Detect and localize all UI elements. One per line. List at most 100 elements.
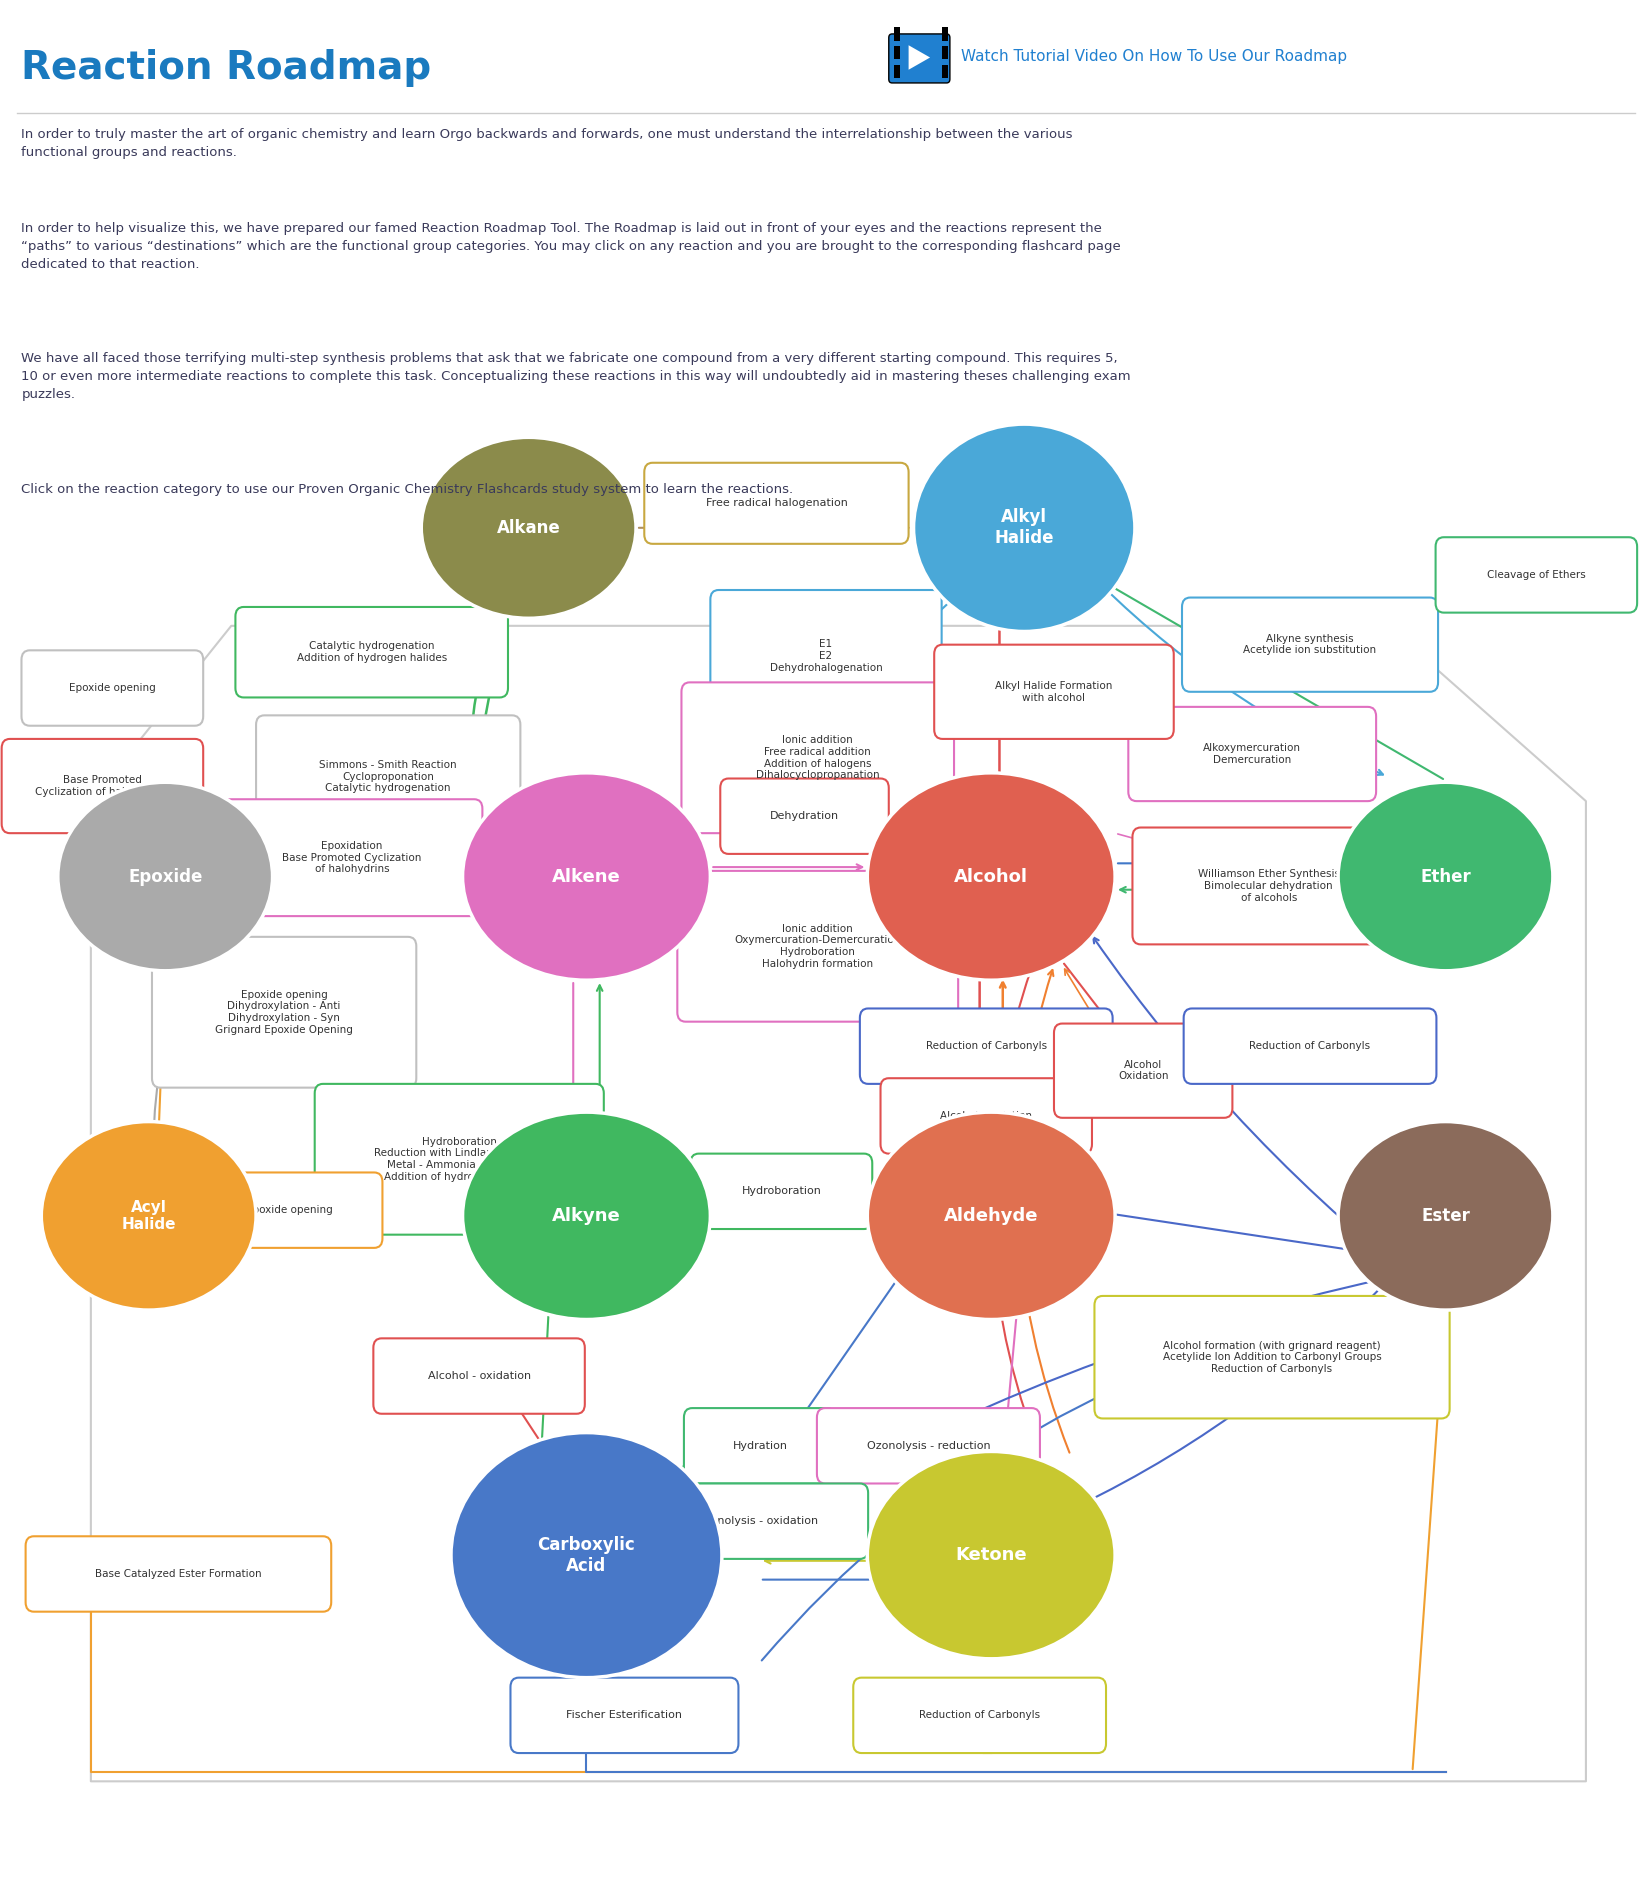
Text: Ionic addition
Oxymercuration-Demercuration
Hydroboration
Halohydrin formation: Ionic addition Oxymercuration-Demercurat… [735,924,900,969]
Text: E1
E2
Dehydrohalogenation: E1 E2 Dehydrohalogenation [770,639,882,673]
FancyBboxPatch shape [152,937,416,1088]
FancyBboxPatch shape [2,739,203,833]
Text: Alcohol formation (with grignard reagent)
Acetylide Ion Addition to Carbonyl Gro: Alcohol formation (with grignard reagent… [1163,1340,1381,1374]
Text: Alcohol
Oxidation: Alcohol Oxidation [1118,1059,1168,1082]
FancyBboxPatch shape [26,1536,330,1612]
Ellipse shape [421,437,636,618]
Text: Epoxidation
Base Promoted Cyclization
of halohydrins: Epoxidation Base Promoted Cyclization of… [282,841,421,875]
FancyBboxPatch shape [852,1678,1107,1753]
Text: Reduction of Carbonyls: Reduction of Carbonyls [925,1041,1047,1052]
Text: Simmons - Smith Reaction
Cycloproponation
Catalytic hydrogenation: Simmons - Smith Reaction Cycloproponatio… [319,760,458,794]
FancyBboxPatch shape [894,64,900,77]
FancyBboxPatch shape [1128,707,1376,801]
FancyBboxPatch shape [677,871,958,1022]
Text: Epoxide opening
Dihydroxylation - Anti
Dihydroxylation - Syn
Grignard Epoxide Op: Epoxide opening Dihydroxylation - Anti D… [215,990,354,1035]
Text: Alcohol - oxidation: Alcohol - oxidation [428,1370,530,1382]
FancyBboxPatch shape [720,779,889,854]
FancyBboxPatch shape [894,45,900,58]
Ellipse shape [463,773,710,980]
Ellipse shape [451,1433,722,1678]
FancyBboxPatch shape [221,799,482,916]
FancyBboxPatch shape [1183,598,1437,692]
Ellipse shape [867,1112,1115,1319]
Text: Catalytic hydrogenation
Addition of hydrogen halides: Catalytic hydrogenation Addition of hydr… [297,641,446,664]
FancyBboxPatch shape [510,1678,738,1753]
FancyBboxPatch shape [21,650,203,726]
Ellipse shape [914,424,1135,631]
Text: Ozonolysis - oxidation: Ozonolysis - oxidation [695,1516,818,1527]
FancyBboxPatch shape [691,1154,872,1229]
FancyBboxPatch shape [935,645,1175,739]
FancyBboxPatch shape [1436,537,1637,613]
Text: Hydration: Hydration [732,1440,788,1451]
FancyBboxPatch shape [236,607,509,697]
Text: Reaction Roadmap: Reaction Roadmap [21,49,431,87]
FancyBboxPatch shape [889,34,950,83]
Text: Alcohol Oxidation: Alcohol Oxidation [940,1110,1032,1122]
FancyBboxPatch shape [818,1408,1041,1483]
Text: Free radical halogenation: Free radical halogenation [705,498,847,509]
Text: Acyl
Halide: Acyl Halide [122,1199,175,1233]
Text: Alkene: Alkene [552,867,621,886]
Text: Ester: Ester [1421,1206,1470,1225]
Text: Hydroboration: Hydroboration [742,1186,821,1197]
Text: Ozonolysis - reduction: Ozonolysis - reduction [867,1440,990,1451]
FancyBboxPatch shape [1133,828,1404,944]
Text: Carboxylic
Acid: Carboxylic Acid [537,1536,636,1574]
Text: Click on the reaction category to use our Proven Organic Chemistry Flashcards st: Click on the reaction category to use ou… [21,483,793,496]
Text: Hydroboration
Reduction with Lindlar's catalyst
Metal - Ammonia Reduction
Additi: Hydroboration Reduction with Lindlar's c… [375,1137,544,1182]
FancyBboxPatch shape [256,714,520,837]
FancyBboxPatch shape [644,462,909,543]
FancyBboxPatch shape [859,1008,1113,1084]
Text: Alkyne: Alkyne [552,1206,621,1225]
FancyBboxPatch shape [894,26,900,40]
Text: Epoxide opening: Epoxide opening [69,682,155,694]
Text: Alkyl Halide Formation
with alcohol: Alkyl Halide Formation with alcohol [995,680,1113,703]
Text: In order to help visualize this, we have prepared our famed Reaction Roadmap Too: In order to help visualize this, we have… [21,222,1122,271]
Text: We have all faced those terrifying multi-step synthesis problems that ask that w: We have all faced those terrifying multi… [21,352,1132,402]
Text: In order to truly master the art of organic chemistry and learn Orgo backwards a: In order to truly master the art of orga… [21,128,1074,158]
Text: Ether: Ether [1421,867,1470,886]
FancyBboxPatch shape [710,590,942,722]
FancyBboxPatch shape [1054,1024,1232,1118]
FancyBboxPatch shape [1184,1008,1437,1084]
FancyBboxPatch shape [373,1338,585,1414]
Ellipse shape [867,773,1115,980]
FancyBboxPatch shape [881,1078,1092,1154]
FancyBboxPatch shape [684,1408,836,1483]
Text: Williamson Ether Synthesis
Bimolecular dehydration
of alcohols: Williamson Ether Synthesis Bimolecular d… [1198,869,1340,903]
Polygon shape [909,45,930,70]
Text: Base Promoted
Cyclization of halohydrins: Base Promoted Cyclization of halohydrins [35,775,170,797]
Text: Watch Tutorial Video On How To Use Our Roadmap: Watch Tutorial Video On How To Use Our R… [961,49,1348,64]
Text: Epoxide opening: Epoxide opening [246,1205,332,1216]
FancyBboxPatch shape [681,682,955,833]
Text: Dehydration: Dehydration [770,811,839,822]
FancyBboxPatch shape [316,1084,605,1235]
Text: Alkyne synthesis
Acetylide ion substitution: Alkyne synthesis Acetylide ion substitut… [1244,633,1376,656]
FancyBboxPatch shape [942,45,948,58]
Text: Alcohol: Alcohol [955,867,1028,886]
Ellipse shape [41,1122,256,1310]
Text: Reduction of Carbonyls: Reduction of Carbonyls [919,1710,1041,1721]
Text: Cleavage of Ethers: Cleavage of Ethers [1487,569,1586,581]
Ellipse shape [1338,782,1553,971]
Text: Alkane: Alkane [497,518,560,537]
Text: Ionic addition
Free radical addition
Addition of halogens
Dihalocyclopropanation: Ionic addition Free radical addition Add… [757,735,879,780]
FancyBboxPatch shape [644,1483,869,1559]
Ellipse shape [58,782,273,971]
FancyBboxPatch shape [942,26,948,40]
FancyBboxPatch shape [197,1172,383,1248]
Text: Aldehyde: Aldehyde [943,1206,1039,1225]
Text: Fischer Esterification: Fischer Esterification [567,1710,682,1721]
Text: Reduction of Carbonyls: Reduction of Carbonyls [1249,1041,1371,1052]
Text: Ketone: Ketone [955,1546,1028,1565]
FancyBboxPatch shape [942,64,948,77]
Text: Alkoxymercuration
Demercuration: Alkoxymercuration Demercuration [1203,743,1302,765]
Ellipse shape [867,1451,1115,1659]
Text: Epoxide: Epoxide [127,867,203,886]
FancyBboxPatch shape [1095,1297,1450,1418]
Text: Base Catalyzed Ester Formation: Base Catalyzed Ester Formation [96,1568,261,1580]
Text: Alkyl
Halide: Alkyl Halide [995,509,1054,547]
Ellipse shape [1338,1122,1553,1310]
Ellipse shape [463,1112,710,1319]
